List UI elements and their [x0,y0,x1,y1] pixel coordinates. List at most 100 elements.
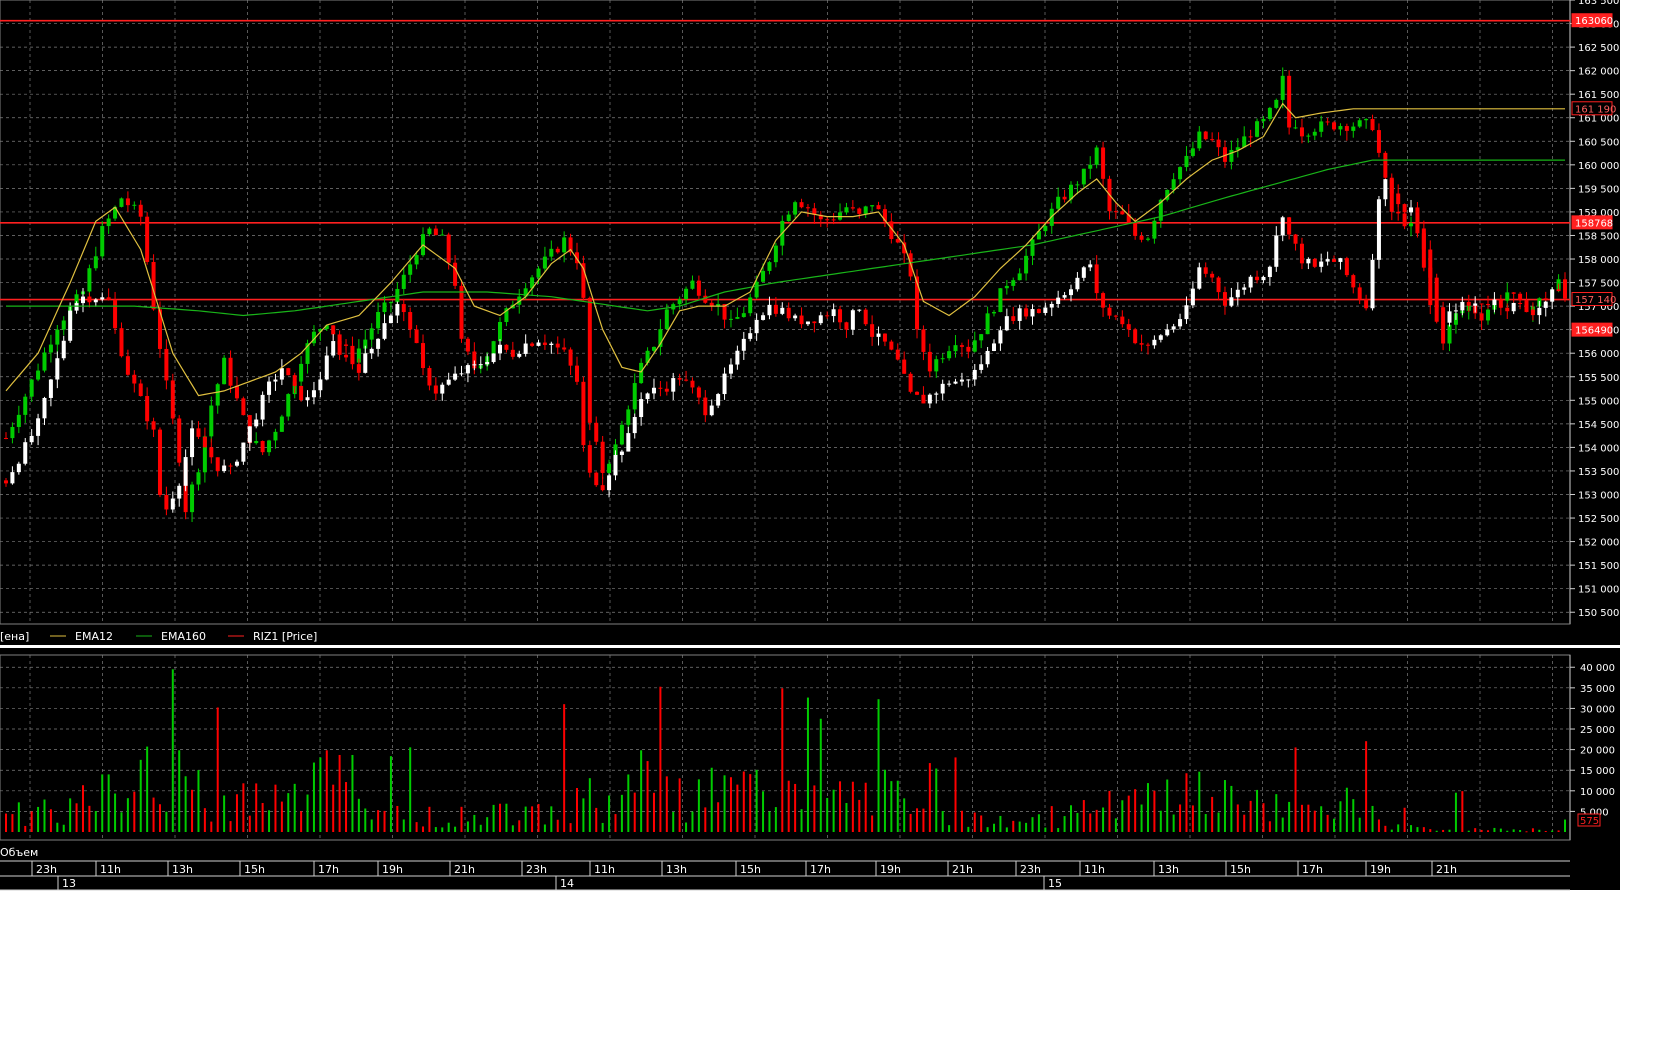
volume-bar [479,824,482,832]
riz1-bar-body [68,310,73,341]
candle-body [363,339,368,349]
riz1-bar-body [1145,344,1150,346]
candle-body [209,405,214,437]
candle-body [1036,231,1041,240]
legend-ema160-label[interactable]: EMA160 [161,630,206,643]
candle-body [55,329,60,345]
time-axis[interactable]: 23h 11h 13h 15h 17h 19h 21h 23h 11h 13h 15h 17h 19h 2… [0,860,1570,891]
candle-body [190,484,195,513]
volume-bar [806,697,809,832]
price-tick-label: 153 500 [1578,467,1619,478]
riz1-bar-body [1543,301,1548,308]
volume-bar [1384,825,1387,832]
riz1-bar-body [1511,302,1516,312]
volume-bar [531,806,534,832]
riz1-bar-body [844,322,849,330]
price-tick-label: 151 000 [1578,585,1619,596]
volume-bar [428,806,431,832]
price-tick-label: 150 500 [1578,608,1619,619]
candle-body [1280,75,1285,100]
volume-bar [678,778,681,832]
volume-bar [1243,814,1246,832]
riz1-bar-body [985,350,990,365]
volume-bar [223,795,226,832]
riz1-bar-body [1453,310,1458,312]
riz1-bar-body [1293,234,1298,244]
volume-panel[interactable]: 40 000 35 000 30 000 25 000 20 000 15 000 10 0… [0,654,1615,859]
volume-bar [62,824,65,832]
riz1-bar-body [164,494,169,510]
volume-bar [672,811,675,832]
volume-bar [486,817,489,832]
riz1-bar-body [748,333,753,339]
volume-bar [1191,805,1194,832]
riz1-bar-body [613,454,618,476]
riz1-bar-body [1524,303,1529,310]
candle-body [1088,164,1093,169]
volume-bar [1281,817,1284,832]
candle-body [1126,214,1131,223]
riz1-bar-body [1441,307,1446,323]
legend-ema12-label[interactable]: EMA12 [75,630,113,643]
volume-tick-label: 15 000 [1580,766,1615,777]
volume-bar [1211,796,1214,832]
volume-bar [845,803,848,832]
volume-bar [960,810,963,832]
candle-body [1441,321,1446,344]
volume-bar [1230,785,1233,832]
volume-bar [1025,822,1028,832]
candle-body [1479,313,1484,321]
candle-body [446,234,451,263]
volume-label: Объем [0,846,38,859]
candle-body [36,370,41,380]
volume-bar [1005,827,1008,832]
volume-bar [723,775,726,832]
volume-bar [242,783,245,832]
riz1-bar-body [1210,273,1215,278]
volume-bar [1076,812,1079,832]
legend-riz1-label[interactable]: RIZ1 [Price] [253,630,317,643]
candle-body [138,204,143,217]
candle-body [754,281,759,298]
volume-bar [1031,817,1034,832]
horizontal-levels[interactable] [0,19,1570,301]
candle-body [992,312,997,314]
candle-body [1332,122,1337,130]
volume-bar [364,808,367,832]
volume-bar [178,750,181,832]
candle-body [703,295,708,303]
volume-bar [1217,812,1220,832]
legend-bar: [ена] EMA12 EMA160 RIZ1 [Price] [0,623,1570,643]
riz1-bar-body [427,368,432,386]
candle-body [1543,298,1548,300]
riz1-bar-body [915,391,920,395]
riz1-bar-body [850,310,855,330]
panel-splitter[interactable] [0,645,1620,648]
candle-body [517,296,522,305]
riz1-bar-body [132,374,137,384]
volume-bar [1198,771,1201,832]
candle-body [793,202,798,215]
price-tick-label: 153 000 [1578,490,1619,501]
riz1-bar-body [29,435,34,443]
price-tick-label: 154 500 [1578,420,1619,431]
riz1-bar-body [215,457,220,472]
riz1-bar-body [1338,258,1343,262]
time-hour-label: 11h [594,863,615,876]
candle-body [562,237,567,253]
time-hour-label: 23h [36,863,57,876]
time-hour-label: 17h [318,863,339,876]
volume-bar [742,771,745,832]
riz1-bar-body [247,426,252,443]
riz1-bar-body [1081,267,1086,278]
candle-body [1376,130,1381,153]
candle-body [491,341,496,357]
riz1-bar-body [318,379,323,391]
price-tick-label: 154 000 [1578,443,1619,454]
volume-bar [601,822,604,832]
riz1-bar-body [382,323,387,339]
candle-body [677,299,682,305]
volume-bar [1313,810,1316,832]
candle-body [344,344,349,346]
